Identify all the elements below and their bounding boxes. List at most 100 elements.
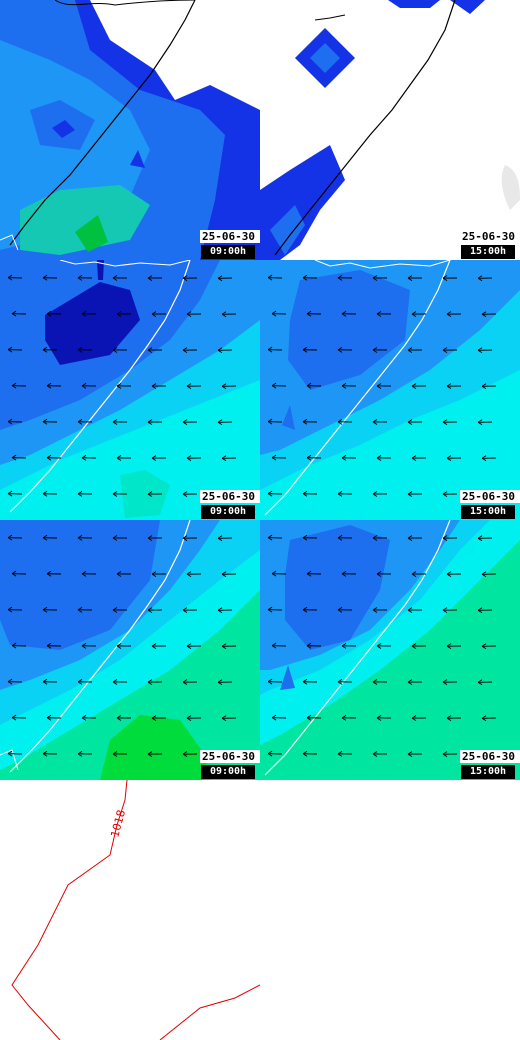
wind-arrow-head: [147, 751, 153, 757]
time-label: 15:00h: [461, 245, 515, 259]
wind-arrow-head: [341, 382, 347, 389]
date-label: 25-06-30: [460, 230, 520, 243]
wind-arrow-head: [7, 490, 13, 497]
wind-arrow-head: [112, 347, 118, 353]
wind-arrow-head: [42, 750, 48, 757]
wind-arrow-head: [481, 571, 487, 578]
wind-arrow-head: [302, 346, 308, 353]
wind-field: [0, 520, 260, 780]
wind-arrow-head: [116, 715, 122, 721]
wind-arrow-head: [411, 383, 417, 389]
wind-arrow-head: [42, 490, 48, 497]
wind-arrow-head: [337, 346, 343, 353]
wind-arrow-head: [77, 534, 83, 541]
wind-arrow-head: [306, 454, 312, 461]
wind-arrow-head: [267, 418, 273, 425]
wind-arrow-head: [81, 714, 87, 721]
wind-arrow-head: [186, 571, 192, 578]
wind-arrow-head: [182, 751, 188, 758]
wind-arrow-head: [112, 535, 118, 541]
wind-arrow-head: [271, 570, 277, 577]
wind-arrow-head: [11, 570, 17, 577]
wind-arrow-head: [7, 678, 13, 685]
wind-arrow-head: [442, 275, 448, 282]
wind-arrow-head: [42, 678, 48, 685]
wind-arrow-head: [341, 310, 347, 317]
wind-arrow-head: [186, 455, 192, 462]
wind-arrow-head: [407, 679, 413, 685]
map-panel: 25-06-30 15:00h: [260, 520, 520, 780]
wind-arrow-head: [217, 607, 223, 614]
wind-arrow-head: [217, 419, 223, 426]
wind-arrow-head: [77, 346, 83, 353]
wind-arrow-head: [446, 311, 452, 318]
wind-arrow-head: [372, 491, 378, 497]
wind-arrow-head: [481, 715, 487, 722]
wind-arrow-head: [372, 751, 378, 757]
wind-arrow-head: [81, 642, 87, 649]
wind-arrow-head: [182, 347, 188, 354]
wind-arrow-head: [147, 419, 153, 425]
wind-arrow-head: [271, 714, 277, 721]
wind-arrow-head: [477, 607, 483, 614]
wind-arrow-head: [442, 347, 448, 354]
wind-arrow-head: [151, 715, 157, 721]
wind-arrow-head: [407, 751, 413, 757]
wind-arrow-head: [372, 679, 378, 685]
wind-arrow-head: [376, 571, 382, 577]
map-panel: 25-06-30 15:00h: [260, 0, 520, 260]
wind-arrow-head: [271, 310, 277, 317]
wind-arrow-head: [77, 490, 83, 497]
wind-arrow-head: [182, 679, 188, 686]
wind-arrow-head: [221, 643, 227, 650]
wind-arrow-head: [7, 274, 13, 281]
isobar-line: [11, 780, 128, 1040]
wind-arrow-head: [112, 275, 118, 281]
wind-arrow-head: [407, 491, 413, 497]
wind-arrow-head: [217, 347, 223, 354]
wind-arrow-head: [337, 274, 343, 281]
map-panel: 25-06-30 09:00h: [0, 260, 260, 520]
wind-arrow-head: [151, 455, 157, 461]
wind-arrow-head: [116, 383, 122, 389]
wind-arrow-head: [376, 455, 382, 461]
wind-arrow-head: [77, 750, 83, 757]
wind-arrow-head: [271, 454, 277, 461]
wind-arrow-head: [267, 534, 273, 541]
wind-arrow-head: [77, 678, 83, 685]
wind-arrow-head: [81, 570, 87, 577]
wind-arrow-head: [446, 571, 452, 578]
timestamp-box: 25-06-30 09:00h: [200, 490, 260, 519]
pressure-map: 1018: [0, 780, 520, 1040]
wind-arrow-head: [302, 418, 308, 425]
wind-arrow-head: [81, 382, 87, 389]
time-label: 09:00h: [201, 765, 255, 779]
wind-arrow-head: [46, 310, 52, 317]
wind-arrow-head: [442, 607, 448, 614]
wind-arrow-head: [446, 383, 452, 390]
wind-arrow-head: [442, 491, 448, 498]
wind-arrow-head: [411, 311, 417, 317]
wind-arrow-head: [442, 419, 448, 426]
wind-arrow-head: [411, 455, 417, 461]
wind-arrow-head: [407, 607, 413, 613]
wind-arrow-head: [302, 274, 308, 281]
wind-field: [260, 260, 520, 520]
wind-arrow-head: [337, 678, 343, 685]
date-label: 25-06-30: [200, 230, 260, 243]
wind-arrow-head: [46, 382, 52, 389]
wind-arrow-head: [267, 490, 273, 497]
date-label: 25-06-30: [460, 750, 520, 763]
wind-arrow-head: [306, 310, 312, 317]
wind-arrow-head: [442, 679, 448, 686]
date-label: 25-06-30: [200, 490, 260, 503]
wind-arrow-head: [77, 274, 83, 281]
wind-arrow-head: [116, 643, 122, 649]
isobar-line: [159, 984, 261, 1040]
wind-arrow-head: [116, 571, 122, 577]
wind-arrow-head: [407, 275, 413, 281]
map-panel: 25-06-30 09:00h: [0, 520, 260, 780]
wind-arrow-head: [221, 455, 227, 462]
wind-arrow-head: [306, 642, 312, 649]
wind-arrow-head: [302, 534, 308, 541]
